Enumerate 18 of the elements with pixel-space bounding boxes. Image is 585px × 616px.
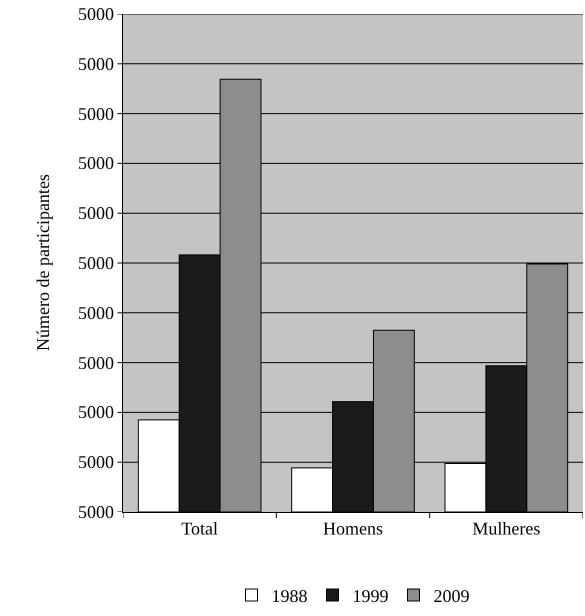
text: 5000 [78,4,114,24]
x-tick-label: Mulheres [472,518,540,539]
text: 5000 [78,203,114,223]
y-axis-title: Número de participantes [33,174,53,351]
text: 5000 [78,502,114,522]
text: 5000 [78,303,114,323]
text: 5000 [78,253,114,273]
text: 5000 [78,104,114,124]
text: 5000 [78,54,114,74]
text: 5000 [78,353,114,373]
x-tick-label: Total [181,518,218,539]
legend-label: 2009 [434,586,470,606]
legend-label: 1999 [352,586,388,606]
text: 5000 [78,153,114,173]
x-tick-label: Homens [323,518,383,539]
text: 5000 [78,452,114,472]
legend-label: 1988 [272,586,308,606]
text: 5000 [78,402,114,422]
